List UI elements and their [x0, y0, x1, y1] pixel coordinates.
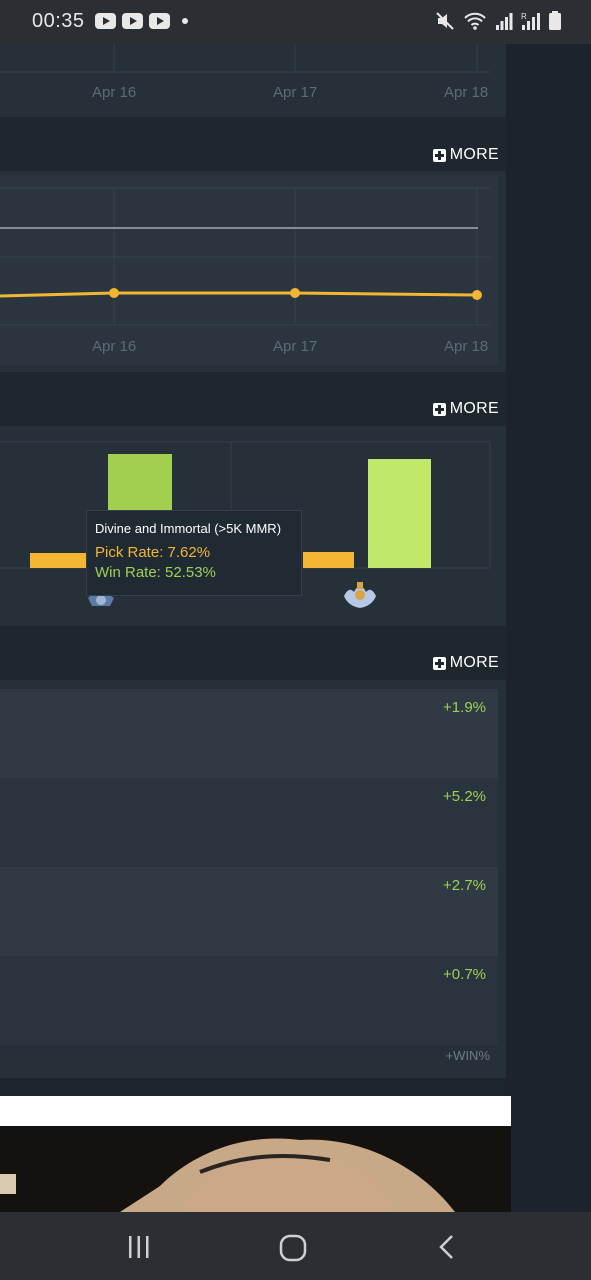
more-button[interactable]: MORE: [432, 400, 499, 418]
win-delta-value: +5.2%: [443, 788, 486, 805]
signal-icon: [496, 13, 513, 30]
status-bar: 00:35 R: [0, 0, 591, 44]
bar-pick-rate[interactable]: [30, 553, 86, 568]
navigation-bar: [0, 1212, 591, 1280]
battery-icon: [549, 11, 561, 30]
x-tick-label: Apr 17: [273, 338, 318, 355]
plus-square-icon: [432, 402, 446, 416]
x-tick-label: Apr 16: [92, 338, 137, 355]
page-right-gutter: [506, 44, 591, 1212]
signal-roaming-icon: R: [521, 12, 540, 30]
more-label: MORE: [449, 400, 499, 417]
column-header-win: +WIN%: [445, 1048, 490, 1063]
status-time: 00:35: [32, 10, 85, 32]
win-table-panel: +1.9% +5.2% +2.7% +0.7% +WIN%: [0, 680, 506, 1078]
home-icon[interactable]: [279, 1234, 307, 1262]
rank-badge-icon: [344, 582, 376, 608]
wifi-icon: [464, 12, 486, 30]
hero-image[interactable]: [0, 1126, 511, 1212]
more-button[interactable]: MORE: [432, 654, 499, 672]
table-row[interactable]: +0.7%: [0, 956, 498, 1045]
section-header-4: MORE: [0, 626, 506, 680]
more-button[interactable]: MORE: [432, 146, 499, 164]
table-row[interactable]: +2.7%: [0, 867, 498, 956]
x-tick-label: Apr 18: [444, 338, 489, 355]
series-point[interactable]: [109, 288, 119, 298]
bar-pick-rate[interactable]: [303, 552, 354, 568]
svg-text:R: R: [521, 12, 527, 21]
youtube-icon: [149, 13, 170, 29]
x-tick-label: Apr 16: [92, 84, 137, 101]
mute-icon: [436, 12, 454, 30]
table-row[interactable]: +5.2%: [0, 778, 498, 867]
tooltip-win-rate: Win Rate: 52.53%: [95, 564, 216, 581]
plus-square-icon: [432, 148, 446, 162]
chart-panel-2: Apr 16 Apr 17 Apr 18: [0, 171, 506, 372]
back-icon[interactable]: [436, 1234, 458, 1260]
tooltip-title: Divine and Immortal (>5K MMR): [95, 521, 282, 536]
bar-tooltip: Divine and Immortal (>5K MMR) Pick Rate:…: [86, 510, 302, 596]
section-header-2: MORE: [0, 117, 506, 171]
x-tick-label: Apr 17: [273, 84, 318, 101]
win-delta-value: +2.7%: [443, 877, 486, 894]
series-line-yellow: [0, 291, 478, 298]
win-delta-value: +1.9%: [443, 699, 486, 716]
tooltip-pick-rate: Pick Rate: 7.62%: [95, 544, 211, 561]
more-notifications-icon: [182, 18, 188, 24]
chart-1-grid: [0, 44, 490, 73]
youtube-icon: [122, 13, 143, 29]
chart-2-area: [0, 175, 498, 365]
plus-square-icon: [432, 656, 446, 670]
x-tick-label: Apr 18: [444, 84, 489, 101]
bar-win-rate[interactable]: [368, 459, 431, 568]
chart-2-plot: [0, 187, 490, 326]
chart-panel-1: Apr 16 Apr 17 Apr 18: [0, 44, 506, 117]
section-header-3: MORE: [0, 372, 506, 426]
table-row[interactable]: +1.9%: [0, 689, 498, 778]
more-label: MORE: [449, 654, 499, 671]
ad-banner-top: [0, 1096, 511, 1126]
recents-icon[interactable]: [126, 1234, 152, 1260]
win-delta-value: +0.7%: [443, 966, 486, 983]
youtube-icon: [95, 13, 116, 29]
series-point[interactable]: [472, 290, 482, 300]
series-point[interactable]: [290, 288, 300, 298]
more-label: MORE: [449, 146, 499, 163]
